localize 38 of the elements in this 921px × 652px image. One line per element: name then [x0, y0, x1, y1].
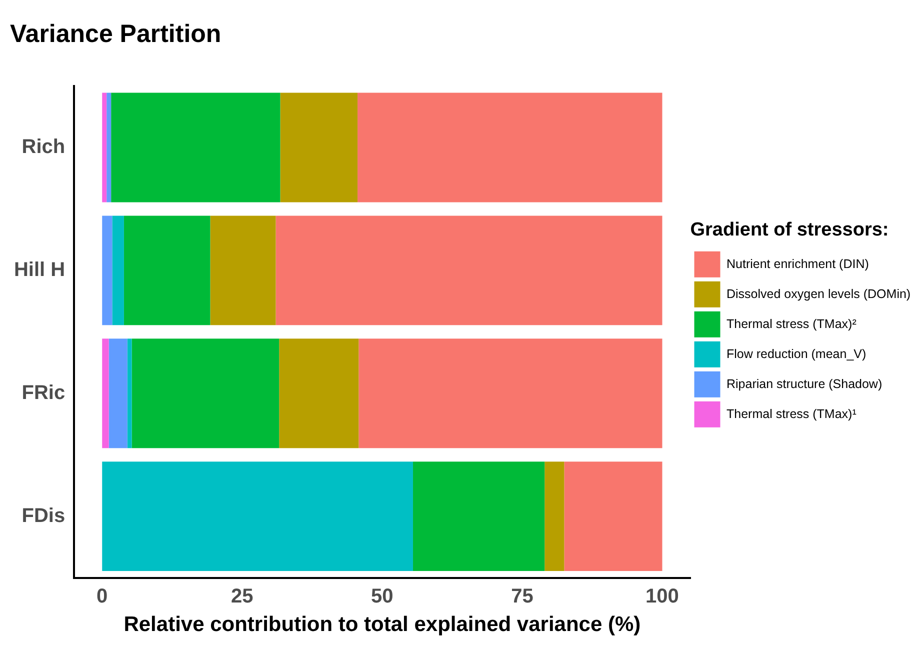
- bar: [102, 462, 413, 572]
- legend-label: Nutrient enrichment (DIN): [726, 256, 869, 271]
- x-axis-title: Relative contribution to total explained variance (%): [124, 613, 641, 636]
- x-tick-label: 75: [511, 585, 534, 608]
- bar: [276, 216, 662, 326]
- legend-title: Gradient of stressors:: [690, 219, 889, 240]
- legend-label: Riparian structure (Shadow): [726, 376, 882, 391]
- bar: [108, 338, 128, 448]
- legend-label: Dissolved oxygen levels (DOMin): [726, 286, 911, 301]
- x-tick-label: 100: [646, 585, 679, 608]
- bar: [358, 92, 662, 202]
- bar: [358, 338, 662, 448]
- bar: [102, 216, 112, 326]
- chart-title: Variance Partition: [10, 20, 222, 48]
- bar: [111, 92, 280, 202]
- legend-label: Flow reduction (mean_V): [726, 346, 866, 361]
- bar: [112, 216, 124, 326]
- bar: [127, 338, 132, 448]
- y-tick-label: Rich: [22, 136, 66, 158]
- bar: [106, 92, 112, 202]
- y-tick-label: FRic: [22, 382, 66, 404]
- bar: [412, 462, 545, 572]
- bar: [279, 338, 359, 448]
- bar: [544, 462, 564, 572]
- bar: [280, 92, 358, 202]
- legend-label: Thermal stress (TMax)¹: [726, 406, 856, 421]
- y-tick-label: Hill H: [14, 258, 66, 281]
- bar: [210, 216, 276, 326]
- bar: [102, 338, 109, 448]
- x-tick-label: 25: [231, 585, 254, 608]
- y-tick-label: FDis: [22, 504, 66, 527]
- bar: [564, 462, 662, 572]
- bar: [102, 92, 107, 202]
- bar: [132, 338, 280, 448]
- bar: [124, 216, 210, 326]
- legend-label: Thermal stress (TMax)²: [726, 316, 856, 331]
- x-tick-label: 0: [96, 585, 108, 608]
- x-tick-label: 50: [371, 585, 394, 608]
